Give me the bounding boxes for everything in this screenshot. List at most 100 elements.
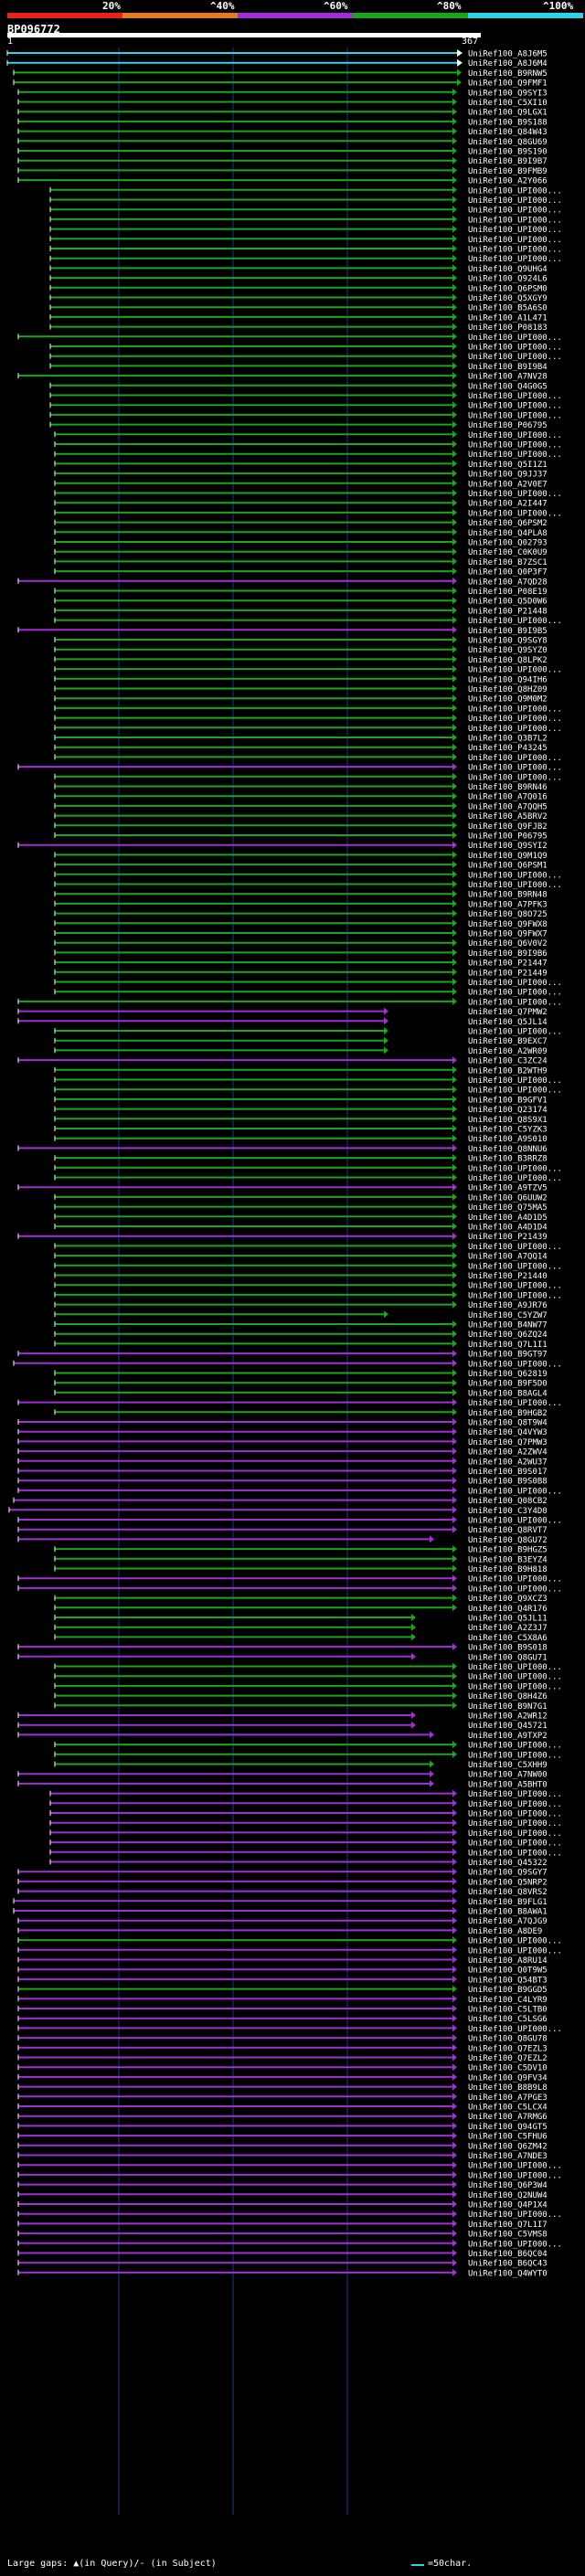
hit-label[interactable]: UniRef100_Q9SYI2 <box>468 842 548 851</box>
hit-label[interactable]: UniRef100_Q75MA5 <box>468 1203 548 1213</box>
hit-label[interactable]: UniRef100_C5DV10 <box>468 2064 548 2073</box>
hit-label[interactable]: UniRef100_A7Q016 <box>468 793 548 802</box>
hit-row[interactable]: UniRef100_UPI000... <box>49 1848 562 1859</box>
hit-label[interactable]: UniRef100_UPI000... <box>468 392 562 401</box>
hit-row[interactable]: UniRef100_Q4VYW3 <box>17 1427 548 1438</box>
hit-label[interactable]: UniRef100_Q6PSM2 <box>468 519 548 528</box>
hit-label[interactable]: UniRef100_A2I447 <box>468 500 548 509</box>
hit-row[interactable]: UniRef100_UPI000... <box>17 2210 562 2221</box>
hit-label[interactable]: UniRef100_B8AGL4 <box>468 1389 548 1398</box>
hit-row[interactable]: UniRef100_Q6ZM42 <box>17 2141 548 2152</box>
hit-label[interactable]: UniRef100_B9EXC7 <box>468 1037 548 1046</box>
hit-row[interactable]: UniRef100_Q9SYI3 <box>17 88 548 99</box>
hit-label[interactable]: UniRef100_B3RRZ8 <box>468 1155 548 1164</box>
hit-row[interactable]: UniRef100_Q9LGX1 <box>17 108 548 118</box>
hit-row[interactable]: UniRef100_Q7PMW3 <box>17 1437 548 1447</box>
hit-row[interactable]: UniRef100_B9N7G1 <box>54 1701 548 1712</box>
hit-label[interactable]: UniRef100_B3EYZ4 <box>468 1555 548 1564</box>
hit-label[interactable]: UniRef100_A5BRV2 <box>468 812 548 822</box>
hit-label[interactable]: UniRef100_Q7PMW3 <box>468 1438 548 1447</box>
hit-label[interactable]: UniRef100_B2WTH9 <box>468 1066 548 1076</box>
hit-row[interactable]: UniRef100_UPI000... <box>54 988 562 998</box>
hit-label[interactable]: UniRef100_Q9M0M2 <box>468 695 548 705</box>
hit-label[interactable]: UniRef100_UPI000... <box>468 705 562 714</box>
hit-row[interactable]: UniRef100_B9GT97 <box>17 1350 548 1360</box>
hit-label[interactable]: UniRef100_UPI000... <box>468 344 562 353</box>
hit-label[interactable]: UniRef100_Q4PLA8 <box>468 529 548 538</box>
hit-label[interactable]: UniRef100_B9RN48 <box>468 891 548 900</box>
hit-label[interactable]: UniRef100_B9H818 <box>468 1565 548 1574</box>
hit-label[interactable]: UniRef100_A2ZWV4 <box>468 1448 548 1458</box>
hit-row[interactable]: UniRef100_Q8T9W4 <box>17 1418 548 1428</box>
hit-label[interactable]: UniRef100_A9TZV5 <box>468 1184 548 1193</box>
hit-row[interactable]: UniRef100_UPI000... <box>54 714 562 725</box>
hit-label[interactable]: UniRef100_Q62819 <box>468 1370 548 1379</box>
hit-label[interactable]: UniRef100_A8RU14 <box>468 1956 548 1966</box>
hit-row[interactable]: UniRef100_Q8O725 <box>54 909 548 920</box>
hit-row[interactable]: UniRef100_B9RNW5 <box>13 69 548 79</box>
hit-row[interactable]: UniRef100_Q23174 <box>54 1105 548 1116</box>
hit-row[interactable]: UniRef100_B9FLG1 <box>13 1897 548 1907</box>
hit-label[interactable]: UniRef100_B9S017 <box>468 1468 548 1477</box>
hit-row[interactable]: UniRef100_UPI000... <box>49 1839 562 1849</box>
hit-label[interactable]: UniRef100_UPI000... <box>468 1575 562 1585</box>
hit-row[interactable]: UniRef100_B9S018 <box>17 1643 548 1653</box>
hit-row[interactable]: UniRef100_Q45322 <box>49 1858 548 1869</box>
hit-row[interactable]: UniRef100_A8RU14 <box>17 1956 548 1966</box>
hit-row[interactable]: UniRef100_Q6UUW2 <box>54 1193 548 1203</box>
hit-row[interactable]: UniRef100_Q6ZQ24 <box>54 1330 548 1341</box>
hit-row[interactable]: UniRef100_C5LTB0 <box>17 2005 548 2015</box>
hit-label[interactable]: UniRef100_Q9UHG4 <box>468 265 548 274</box>
hit-row[interactable]: UniRef100_B9FMB9 <box>17 166 548 176</box>
hit-row[interactable]: UniRef100_A2WR12 <box>17 1712 548 1722</box>
hit-label[interactable]: UniRef100_UPI000... <box>468 1174 562 1183</box>
hit-row[interactable]: UniRef100_Q9FWX7 <box>54 929 548 939</box>
hit-row[interactable]: UniRef100_UPI000... <box>17 1486 562 1497</box>
hit-label[interactable]: UniRef100_UPI000... <box>468 998 562 1007</box>
hit-row[interactable]: UniRef100_A7NDE3 <box>17 2151 548 2162</box>
hit-label[interactable]: UniRef100_Q9FJB2 <box>468 822 548 832</box>
hit-row[interactable]: UniRef100_Q8H4Z6 <box>54 1691 548 1702</box>
hit-row[interactable]: UniRef100_Q8NNU6 <box>17 1144 548 1154</box>
hit-row[interactable]: UniRef100_Q9SGY7 <box>17 1868 548 1878</box>
hit-label[interactable]: UniRef100_Q8GU69 <box>468 138 548 147</box>
hit-row[interactable]: UniRef100_UPI000... <box>13 1359 562 1370</box>
hit-label[interactable]: UniRef100_Q4R176 <box>468 1605 548 1614</box>
hit-row[interactable]: UniRef100_A8J6M5 <box>6 49 548 59</box>
hit-label[interactable]: UniRef100_Q5XGY9 <box>468 294 548 303</box>
hit-row[interactable]: UniRef100_Q0P3F7 <box>54 567 548 578</box>
hit-row[interactable]: UniRef100_UPI000... <box>49 1789 562 1800</box>
hit-row[interactable]: UniRef100_UPI000... <box>49 225 562 236</box>
hit-row[interactable]: UniRef100_Q9FWX8 <box>54 919 548 929</box>
hit-row[interactable]: UniRef100_A4D1D5 <box>54 1213 548 1223</box>
hit-label[interactable]: UniRef100_Q5NRP2 <box>468 1878 548 1887</box>
hit-row[interactable]: UniRef100_B9S017 <box>17 1467 548 1478</box>
hit-label[interactable]: UniRef100_B9RN46 <box>468 783 548 792</box>
hit-row[interactable]: UniRef100_UPI000... <box>17 333 562 343</box>
hit-label[interactable]: UniRef100_Q7EZL3 <box>468 2044 548 2053</box>
hit-label[interactable]: UniRef100_UPI000... <box>468 1810 562 1819</box>
hit-row[interactable]: UniRef100_C5X8A6 <box>54 1633 548 1643</box>
hit-label[interactable]: UniRef100_P06795 <box>468 832 548 842</box>
hit-row[interactable]: UniRef100_UPI000... <box>17 2161 562 2171</box>
hit-row[interactable]: UniRef100_P21439 <box>17 1232 548 1243</box>
hit-row[interactable]: UniRef100_B9S190 <box>17 147 548 157</box>
hit-row[interactable]: UniRef100_B9GGD5 <box>17 1985 548 1996</box>
hit-label[interactable]: UniRef100_Q8VRS2 <box>468 1888 548 1897</box>
hit-label[interactable]: UniRef100_A7NV28 <box>468 373 548 382</box>
hit-row[interactable]: UniRef100_UPI000... <box>49 235 562 245</box>
hit-row[interactable]: UniRef100_Q6PSM1 <box>54 861 548 871</box>
hit-label[interactable]: UniRef100_P21439 <box>468 1233 548 1242</box>
hit-row[interactable]: UniRef100_C5YZK3 <box>54 1125 548 1135</box>
hit-label[interactable]: UniRef100_UPI000... <box>468 1819 562 1829</box>
hit-label[interactable]: UniRef100_UPI000... <box>468 725 562 734</box>
hit-row[interactable]: UniRef100_A5BHT0 <box>17 1779 548 1790</box>
hit-row[interactable]: UniRef100_C5FHU6 <box>17 2132 548 2142</box>
hit-row[interactable]: UniRef100_Q7EZL3 <box>17 2043 548 2054</box>
hit-row[interactable]: UniRef100_Q8LPK2 <box>54 655 548 665</box>
hit-row[interactable]: UniRef100_A7PGE3 <box>17 2093 548 2103</box>
hit-label[interactable]: UniRef100_UPI000... <box>468 2171 562 2180</box>
hit-row[interactable]: UniRef100_B9I9B6 <box>54 949 548 959</box>
hit-label[interactable]: UniRef100_B9FLG1 <box>468 1898 548 1907</box>
hit-row[interactable]: UniRef100_Q9M1Q9 <box>54 851 548 861</box>
